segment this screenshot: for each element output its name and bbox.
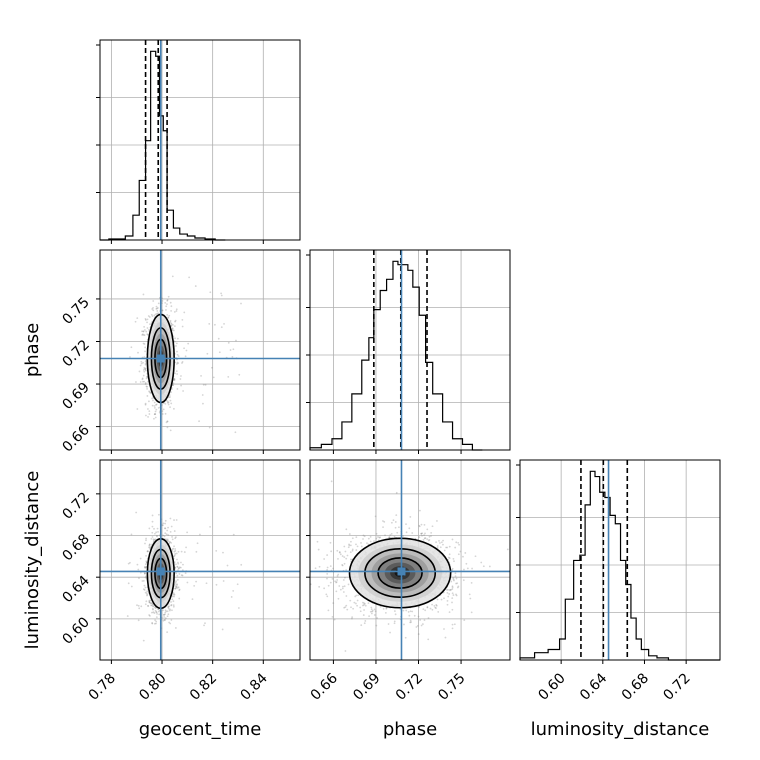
scatter-luminosity_distance_vs_geocent_time-ytick-label-3: 0.72 (59, 489, 92, 522)
scatter-luminosity_distance_vs_geocent_time-ytick-label-0: 0.60 (59, 614, 92, 647)
scatter-luminosity_distance_vs_phase-contour-1 (364, 548, 437, 598)
scatter-phase_vs_geocent_time-plot-area (100, 250, 300, 450)
scatter-phase_vs_geocent_time-cell: 0.66 0.69 0.72 0.75 (59, 249, 301, 455)
hist-luminosity_distance-frame (519, 459, 721, 661)
hist-phase-frame (309, 249, 511, 451)
scatter-luminosity_distance_vs_geocent_time-cell: 0.78 0.80 0.82 0.84 0.60 0.64 0.68 0.72 (59, 459, 301, 704)
scatter-luminosity_distance_vs_phase-cell: 0.66 0.69 0.72 0.75 (306, 459, 511, 704)
scatter-luminosity_distance_vs_phase-plot-area (310, 460, 510, 660)
hist-luminosity_distance-steps (519, 470, 720, 661)
hist-phase-steps (309, 260, 483, 451)
ylabel-luminosity_distance: luminosity_distance (22, 471, 43, 650)
scatter-luminosity_distance_vs_phase-xtick-label-3: 0.75 (435, 670, 468, 703)
xlabel-phase: phase (383, 719, 437, 740)
scatter-luminosity_distance_vs_geocent_time-xtick-label-3: 0.84 (238, 670, 271, 703)
xlabel-geocent_time: geocent_time (139, 719, 262, 740)
scatter-luminosity_distance_vs_geocent_time-ytick-label-1: 0.64 (59, 573, 92, 606)
scatter-luminosity_distance_vs_phase-contour-2 (348, 537, 452, 609)
scatter-luminosity_distance_vs_geocent_time-xtick-label-0: 0.78 (86, 670, 119, 703)
scatter-luminosity_distance_vs_geocent_time-frame (99, 459, 301, 661)
scatter-phase_vs_geocent_time-ytick-label-3: 0.75 (59, 294, 92, 327)
xlabel-luminosity_distance: luminosity_distance (531, 719, 710, 740)
hist-geocent_time-frame (99, 39, 301, 241)
hist-phase-cell (306, 249, 511, 454)
scatter-luminosity_distance_vs_geocent_time-truth-marker (156, 567, 165, 576)
scatter-luminosity_distance_vs_geocent_time-ytick-label-2: 0.68 (59, 531, 92, 564)
scatter-luminosity_distance_vs_phase-xtick-label-0: 0.66 (308, 670, 341, 703)
scatter-luminosity_distance_vs_phase-xtick-label-1: 0.69 (350, 670, 383, 703)
scatter-phase_vs_geocent_time-truth-marker (156, 354, 165, 363)
hist-luminosity_distance-cell: 0.60 0.64 0.68 0.72 (516, 459, 721, 704)
hist-geocent_time-cell (96, 39, 301, 244)
scatter-luminosity_distance_vs_geocent_time-xtick-label-1: 0.80 (136, 670, 169, 703)
scatter-luminosity_distance_vs_phase-xtick-label-2: 0.72 (393, 670, 426, 703)
ylabel-phase: phase (22, 323, 43, 377)
scatter-luminosity_distance_vs_phase-frame (309, 459, 511, 661)
hist-luminosity_distance-xtick-label-1: 0.64 (577, 670, 610, 703)
scatter-luminosity_distance_vs_geocent_time-plot-area (100, 460, 300, 660)
scatter-phase_vs_geocent_time-ytick-label-2: 0.72 (59, 337, 92, 370)
scatter-phase_vs_geocent_time-frame (99, 249, 301, 451)
scatter-luminosity_distance_vs_geocent_time-xtick-label-2: 0.82 (187, 670, 220, 703)
hist-geocent_time-steps (100, 50, 226, 241)
hist-luminosity_distance-xtick-label-0: 0.60 (535, 670, 568, 703)
hist-luminosity_distance-xtick-label-3: 0.72 (660, 670, 693, 703)
scatter-phase_vs_geocent_time-ytick-label-0: 0.66 (59, 422, 92, 455)
scatter-luminosity_distance_vs_phase-contour-0 (377, 557, 423, 589)
hist-luminosity_distance-xtick-label-2: 0.68 (619, 670, 652, 703)
scatter-luminosity_distance_vs_phase-truth-marker (397, 567, 406, 576)
scatter-phase_vs_geocent_time-ytick-label-1: 0.69 (59, 380, 92, 413)
